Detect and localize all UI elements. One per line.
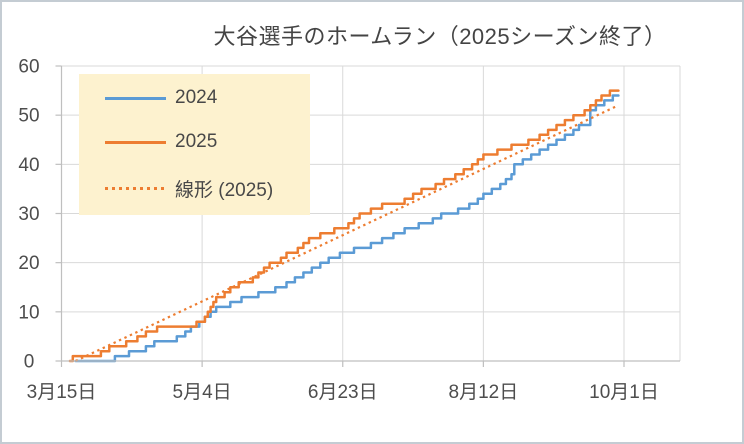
line-swatch <box>105 140 166 144</box>
y-tick-label: 30 <box>18 204 39 225</box>
dotted-line-swatch <box>105 187 166 190</box>
y-tick-label: 20 <box>18 253 39 274</box>
x-tick-labels: 3月15日 5月4日 6月23日 8月12日 10月1日 <box>27 382 659 403</box>
legend-item-2025: 2025 <box>79 131 310 153</box>
x-tick-label: 3月15日 <box>27 382 97 403</box>
x-tick-label: 6月23日 <box>308 382 378 403</box>
y-tick-label: 10 <box>18 302 39 323</box>
legend-label: 線形 (2025) <box>175 180 274 201</box>
legend-item-2024: 2024 <box>79 87 310 109</box>
y-tick-label: 60 <box>18 57 39 78</box>
legend: 2024 2025 線形 (2025) <box>79 74 310 215</box>
line-swatch <box>105 96 166 100</box>
x-tick-label: 5月4日 <box>173 382 232 403</box>
legend-label: 2024 <box>175 87 218 108</box>
y-tick-labels: 0 10 20 30 40 50 60 <box>18 57 39 373</box>
legend-item-2025: 線形 (2025) <box>79 175 310 202</box>
trendline-2025 <box>75 104 619 362</box>
y-tick-label: 50 <box>18 106 39 127</box>
chart-title: 大谷選手のホームラン（2025シーズン終了） <box>213 24 667 49</box>
axes <box>55 65 680 367</box>
y-tick-label: 0 <box>24 352 35 373</box>
legend-label: 2025 <box>175 131 218 152</box>
x-tick-label: 8月12日 <box>449 382 519 403</box>
x-gridlines <box>201 66 681 361</box>
series-2025-line <box>68 89 620 363</box>
y-tick-label: 40 <box>18 155 39 176</box>
x-tick-label: 10月1日 <box>589 382 659 403</box>
